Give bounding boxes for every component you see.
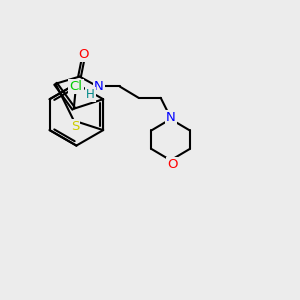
Text: N: N xyxy=(166,111,176,124)
Text: O: O xyxy=(78,48,88,61)
Text: H: H xyxy=(86,88,94,101)
Text: N: N xyxy=(94,80,104,93)
Text: Cl: Cl xyxy=(70,80,83,93)
Text: O: O xyxy=(167,158,177,171)
Text: S: S xyxy=(71,120,80,133)
